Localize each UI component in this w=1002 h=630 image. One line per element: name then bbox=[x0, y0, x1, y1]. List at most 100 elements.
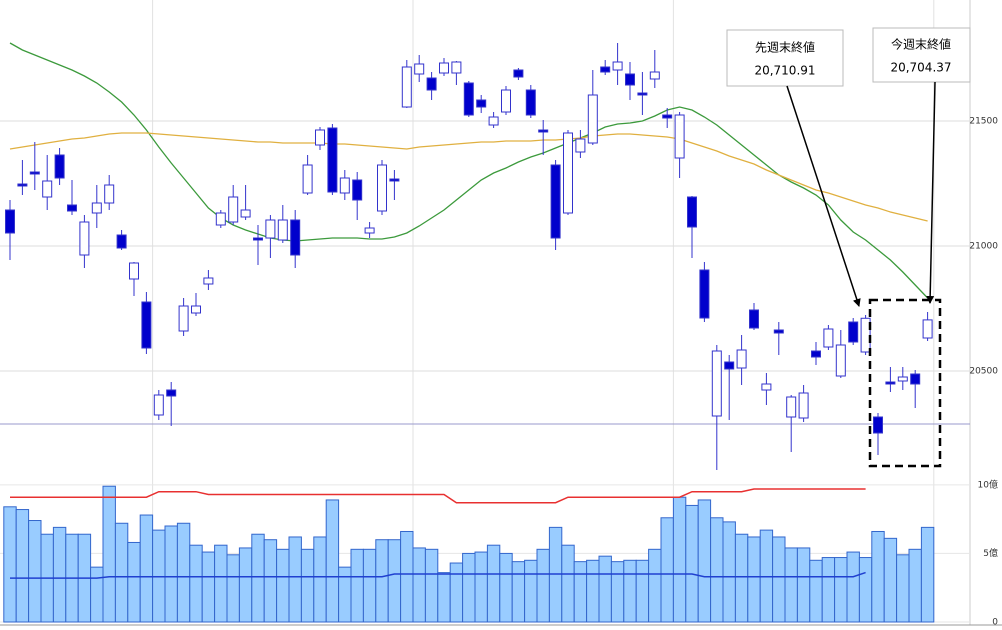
volume-bar bbox=[362, 548, 377, 623]
volume-bar bbox=[561, 544, 575, 623]
volume-bar bbox=[623, 559, 637, 623]
volume-bar bbox=[573, 561, 588, 623]
candle-body bbox=[724, 361, 735, 370]
volume-bar bbox=[375, 539, 389, 623]
volume-bar bbox=[3, 506, 17, 623]
volume-bar bbox=[697, 499, 712, 623]
volume-bar bbox=[784, 547, 798, 623]
volume-bar bbox=[238, 547, 253, 623]
candle-body bbox=[253, 237, 263, 241]
volume-bar bbox=[437, 572, 451, 623]
candle-body bbox=[525, 89, 536, 116]
candle-body bbox=[191, 305, 201, 314]
callout-box bbox=[872, 27, 971, 83]
candle-body bbox=[823, 328, 834, 348]
volume-bar bbox=[462, 552, 476, 623]
candle-body bbox=[389, 178, 400, 182]
candle-body bbox=[339, 177, 350, 194]
candle-body bbox=[178, 305, 189, 332]
candle-body bbox=[29, 171, 40, 175]
volume-bar bbox=[387, 539, 402, 623]
candle-body bbox=[687, 196, 697, 228]
volume-bar bbox=[412, 547, 426, 623]
candle-body bbox=[513, 69, 524, 78]
y-tick-label: 20500 bbox=[969, 367, 998, 377]
volume-bar bbox=[586, 559, 600, 623]
candle-body bbox=[798, 392, 809, 419]
candle-body bbox=[488, 116, 499, 126]
candle-body bbox=[649, 71, 660, 80]
volume-bar bbox=[102, 485, 116, 623]
volume-bar bbox=[672, 496, 687, 623]
volume-bar bbox=[896, 554, 910, 623]
candle-body bbox=[786, 396, 797, 418]
volume-bar bbox=[908, 548, 922, 623]
volume-bar bbox=[648, 548, 662, 623]
volume-bar bbox=[524, 559, 538, 623]
candle-body bbox=[439, 62, 449, 74]
volume-bar bbox=[747, 536, 761, 623]
volume-bar bbox=[214, 544, 228, 623]
volume-bar bbox=[536, 548, 550, 623]
candle-body bbox=[5, 209, 15, 234]
volume-bar bbox=[201, 551, 216, 623]
candle-body bbox=[550, 164, 561, 239]
volume-bar bbox=[276, 548, 290, 623]
volume-bar bbox=[350, 548, 364, 623]
volume-bar bbox=[858, 557, 873, 623]
y2-tick-label: 5億 bbox=[983, 547, 998, 559]
candle-body bbox=[17, 183, 28, 187]
callout-value: 20,710.91 bbox=[754, 64, 815, 78]
volume-bar bbox=[486, 544, 501, 623]
callout-title: 今週末終値 bbox=[891, 37, 951, 52]
candle-body bbox=[637, 92, 648, 96]
candle-body bbox=[352, 179, 363, 201]
volume-bar bbox=[598, 555, 612, 623]
candle-body bbox=[885, 381, 896, 385]
candle-body bbox=[674, 114, 685, 159]
candle-body bbox=[203, 277, 214, 285]
candle-body bbox=[54, 154, 65, 179]
y-tick-label: 21500 bbox=[969, 117, 998, 127]
volume-bar bbox=[114, 522, 129, 623]
candle-body bbox=[587, 94, 598, 144]
candle-body bbox=[463, 82, 474, 116]
volume-bar bbox=[499, 552, 513, 623]
candle-body bbox=[414, 63, 425, 75]
candle-body bbox=[699, 269, 710, 319]
volume-bar bbox=[660, 517, 674, 623]
candle-body bbox=[426, 77, 437, 91]
candle-body bbox=[42, 180, 53, 198]
volume-bar bbox=[734, 533, 749, 623]
candle-body bbox=[290, 219, 301, 256]
candle-body bbox=[835, 344, 846, 377]
callout-box bbox=[726, 29, 844, 87]
candle-body bbox=[501, 89, 511, 113]
candle-body bbox=[600, 66, 611, 73]
candle-body bbox=[141, 301, 152, 349]
candle-body bbox=[327, 127, 338, 193]
moving-average bbox=[9, 42, 929, 299]
candle-body bbox=[240, 209, 251, 218]
volume-bar bbox=[338, 566, 352, 623]
volume-bar bbox=[15, 509, 30, 623]
volume-bar bbox=[685, 504, 699, 623]
volume-bar bbox=[325, 499, 340, 623]
volume-bar bbox=[52, 526, 67, 623]
moving-average bbox=[9, 132, 928, 222]
volume-bar bbox=[722, 521, 736, 623]
volume-bar bbox=[226, 554, 240, 623]
volume-bar bbox=[834, 557, 848, 623]
price-panel bbox=[0, 42, 970, 470]
volume-bar bbox=[251, 533, 265, 623]
arrow bbox=[786, 85, 861, 307]
y2-tick-label: 10億 bbox=[978, 478, 998, 490]
candle-body bbox=[563, 132, 573, 214]
candle-body bbox=[315, 129, 325, 146]
volume-bar bbox=[300, 548, 315, 623]
candle-body bbox=[625, 73, 635, 86]
candle-body bbox=[897, 376, 908, 382]
volume-panel bbox=[3, 485, 935, 623]
candle-body bbox=[129, 262, 139, 280]
candle-body bbox=[476, 99, 487, 108]
